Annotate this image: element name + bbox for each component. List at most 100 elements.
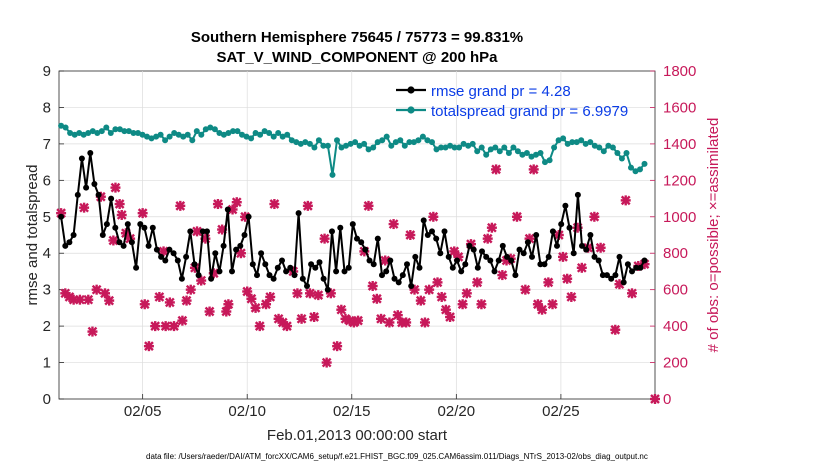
totalspread-point xyxy=(230,128,236,135)
totalspread-point xyxy=(361,140,368,147)
y-tick-label-right: 1400 xyxy=(663,136,696,153)
totalspread-point xyxy=(623,150,630,156)
assimilated-marker xyxy=(154,291,165,302)
rmse-point xyxy=(466,242,473,249)
assimilated-marker xyxy=(139,299,150,310)
totalspread-point xyxy=(424,137,431,144)
rmse-point xyxy=(595,257,602,264)
rmse-point xyxy=(124,221,131,228)
totalspread-point xyxy=(374,139,381,146)
assimilated-marker xyxy=(261,299,272,310)
assimilated-marker xyxy=(405,230,416,240)
assimilated-marker xyxy=(192,226,203,237)
assimilated-marker xyxy=(254,321,265,332)
assimilated-marker xyxy=(384,317,395,328)
totalspread-point xyxy=(198,131,205,138)
totalspread-point xyxy=(614,150,621,156)
totalspread-point xyxy=(514,148,521,155)
totalspread-point xyxy=(419,133,426,140)
assimilated-marker xyxy=(419,317,430,328)
rmse-point xyxy=(149,224,156,231)
y-tick-label-right: 800 xyxy=(663,245,688,262)
assimilated-marker xyxy=(304,288,315,299)
totalspread-point xyxy=(352,139,359,146)
data-file-footer: data file: /Users/raeder/DAI/ATM_forcXX/… xyxy=(146,452,648,461)
rmse-series xyxy=(58,150,648,293)
totalspread-point xyxy=(410,139,417,146)
y-tick-label-right: 1000 xyxy=(663,209,696,226)
rmse-point xyxy=(312,264,319,271)
assimilated-marker xyxy=(589,211,600,222)
totalspread-point xyxy=(80,131,87,138)
totalspread-point xyxy=(542,159,548,166)
assimilated-marker xyxy=(392,310,403,321)
legend: rmse grand pr = 4.28 totalspread grand p… xyxy=(396,83,628,120)
totalspread-point xyxy=(429,139,435,146)
rmse-point xyxy=(295,210,302,217)
assimilated-marker xyxy=(388,219,399,230)
rmse-point xyxy=(608,275,615,282)
rmse-point xyxy=(383,268,390,275)
rmse-point xyxy=(579,242,585,249)
assimilated-marker xyxy=(576,262,587,273)
rmse-point xyxy=(329,228,335,235)
assimilated-marker xyxy=(296,313,307,324)
assimilated-marker xyxy=(269,199,280,210)
y-tick-label-right: 1800 xyxy=(663,63,696,80)
totalspread-point xyxy=(347,140,354,147)
totalspread-point xyxy=(248,135,255,142)
rmse-point xyxy=(437,250,444,257)
y-tick-label-right: 200 xyxy=(663,355,688,372)
rmse-point xyxy=(103,221,110,228)
assimilated-marker xyxy=(181,295,192,306)
totalspread-point xyxy=(266,130,273,136)
assimilated-marker xyxy=(221,306,232,317)
totalspread-point xyxy=(239,131,245,138)
totalspread-point xyxy=(338,144,345,151)
totalspread-point xyxy=(297,140,304,147)
totalspread-point xyxy=(578,137,585,144)
assimilated-marker xyxy=(212,199,223,210)
totalspread-point xyxy=(383,133,390,140)
y-tick-label-left: 6 xyxy=(43,172,51,189)
totalspread-point xyxy=(537,150,544,156)
totalspread-point xyxy=(483,151,490,158)
y-tick-label-left: 2 xyxy=(43,318,51,335)
rmse-point xyxy=(208,275,215,282)
totalspread-point xyxy=(315,137,322,144)
rmse-point xyxy=(174,257,181,264)
rmse-point xyxy=(370,261,377,268)
assimilated-marker xyxy=(401,317,412,328)
rmse-point xyxy=(333,268,340,275)
totalspread-point xyxy=(121,128,128,135)
rmse-point xyxy=(616,253,623,260)
totalspread-point xyxy=(306,140,313,147)
totalspread-point xyxy=(216,130,223,136)
rmse-point xyxy=(541,261,548,268)
rmse-point xyxy=(283,268,290,275)
rmse-point xyxy=(491,268,498,275)
assimilated-marker xyxy=(325,288,336,299)
assimilated-marker xyxy=(114,199,125,210)
rmse-point xyxy=(316,259,323,266)
totalspread-point xyxy=(496,148,503,155)
rmse-point xyxy=(162,257,169,264)
rmse-point xyxy=(241,232,248,238)
totalspread-point xyxy=(125,128,132,135)
assimilated-marker xyxy=(137,208,148,219)
rmse-point xyxy=(474,264,481,271)
totalspread-point xyxy=(573,139,580,146)
rmse-point xyxy=(574,191,581,198)
x-tick-label: 02/20 xyxy=(438,403,476,420)
totalspread-point xyxy=(641,160,648,167)
rmse-point xyxy=(533,232,540,238)
rmse-point xyxy=(237,242,244,249)
totalspread-point xyxy=(356,142,363,149)
rmse-point xyxy=(537,261,544,268)
rmse-point xyxy=(470,246,477,253)
totalspread-point xyxy=(211,126,218,133)
rmse-point xyxy=(591,253,598,260)
assimilated-marker xyxy=(227,204,238,215)
totalspread-point xyxy=(632,168,639,175)
rmse-point xyxy=(137,221,144,228)
